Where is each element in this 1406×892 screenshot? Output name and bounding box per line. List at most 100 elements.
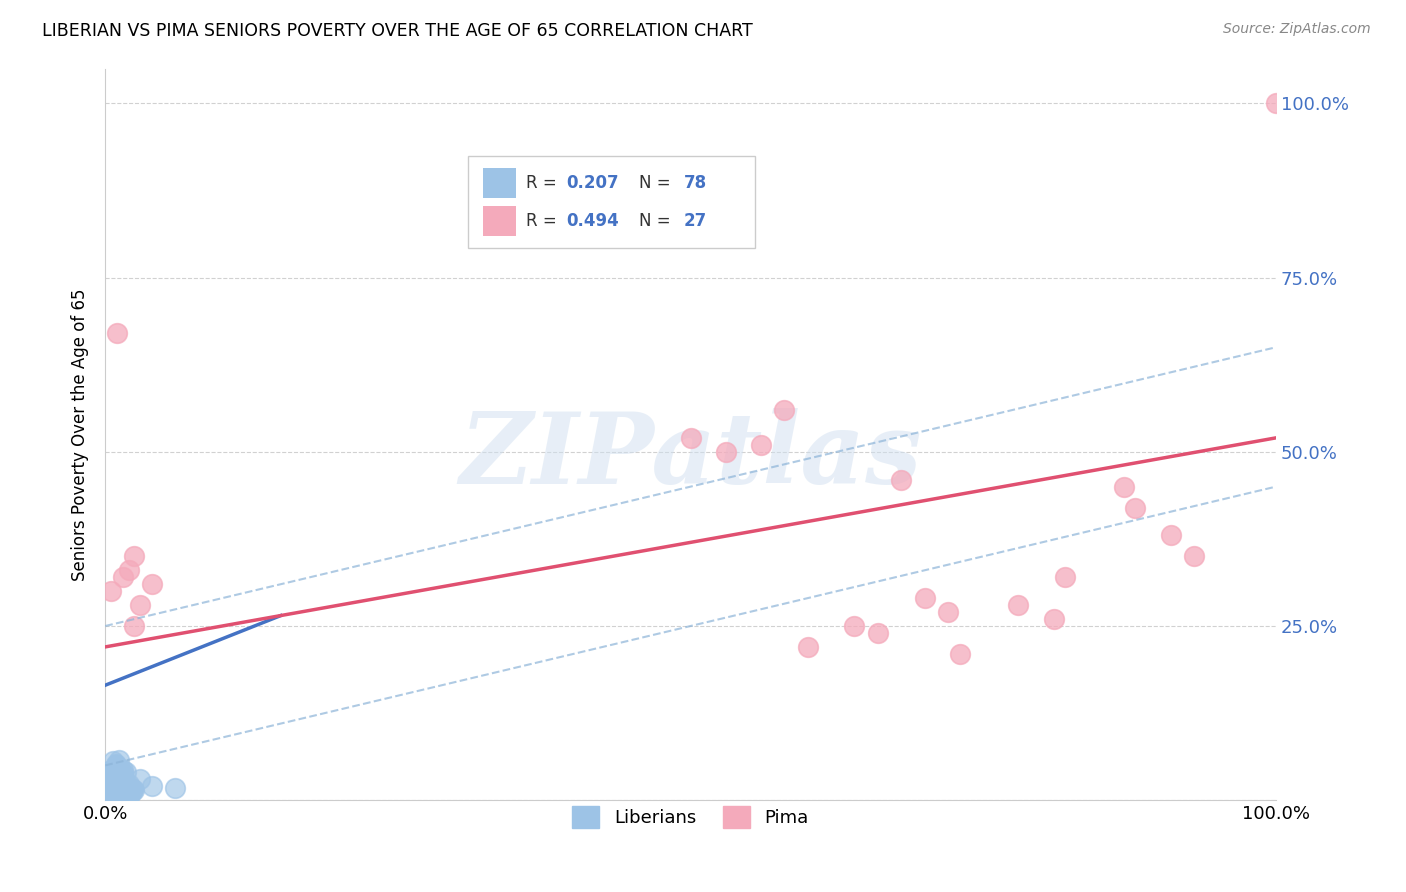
Point: [796, 640, 818, 654]
Point: [96, 780, 118, 795]
Point: [103, 785, 125, 799]
Point: [96, 773, 118, 788]
Point: [97, 782, 120, 797]
Point: [165, 780, 187, 795]
Point: [1182, 549, 1205, 564]
Point: [936, 605, 959, 619]
Point: [104, 758, 127, 772]
Point: [105, 787, 128, 801]
Point: [110, 788, 132, 802]
Point: [101, 774, 124, 789]
Point: [103, 776, 125, 790]
Point: [866, 626, 889, 640]
Point: [96, 779, 118, 793]
Point: [96, 789, 118, 804]
Point: [1054, 570, 1077, 584]
Point: [914, 591, 936, 606]
Point: [114, 789, 136, 803]
Text: N =: N =: [640, 174, 676, 192]
Point: [117, 563, 139, 577]
Point: [103, 789, 125, 803]
Point: [890, 473, 912, 487]
Point: [124, 783, 146, 797]
Point: [100, 786, 122, 800]
Point: [112, 778, 135, 792]
Point: [105, 763, 128, 777]
Point: [110, 768, 132, 782]
Point: [111, 764, 134, 778]
Point: [118, 782, 141, 797]
Point: [117, 779, 139, 793]
Point: [104, 756, 127, 771]
Text: Source: ZipAtlas.com: Source: ZipAtlas.com: [1223, 22, 1371, 37]
Point: [1160, 528, 1182, 542]
Point: [107, 760, 129, 774]
Point: [97, 778, 120, 792]
Text: LIBERIAN VS PIMA SENIORS POVERTY OVER THE AGE OF 65 CORRELATION CHART: LIBERIAN VS PIMA SENIORS POVERTY OVER TH…: [42, 22, 754, 40]
Point: [124, 619, 146, 633]
Point: [111, 772, 134, 786]
Point: [110, 764, 132, 778]
Point: [100, 780, 122, 794]
Point: [98, 768, 121, 782]
Point: [98, 776, 121, 790]
Point: [101, 767, 124, 781]
Point: [103, 769, 125, 783]
Point: [111, 789, 134, 804]
Point: [96, 786, 118, 800]
Point: [111, 766, 134, 780]
Point: [105, 326, 128, 341]
Text: ZIPatlas: ZIPatlas: [460, 408, 922, 505]
Point: [98, 789, 121, 803]
Point: [98, 787, 121, 801]
Point: [122, 782, 145, 797]
Point: [100, 792, 122, 806]
Point: [108, 773, 131, 788]
Point: [124, 549, 146, 564]
Point: [98, 782, 121, 797]
Point: [1042, 612, 1064, 626]
Point: [110, 762, 132, 776]
Point: [107, 765, 129, 780]
Legend: Liberians, Pima: Liberians, Pima: [565, 798, 815, 835]
FancyBboxPatch shape: [484, 206, 516, 235]
Point: [97, 764, 120, 778]
Point: [844, 619, 866, 633]
Point: [100, 584, 122, 599]
Text: N =: N =: [640, 211, 676, 229]
Text: R =: R =: [526, 211, 561, 229]
Point: [107, 772, 129, 787]
FancyBboxPatch shape: [468, 156, 755, 248]
Point: [714, 444, 737, 458]
Point: [117, 790, 139, 805]
Point: [110, 770, 132, 784]
Point: [103, 754, 125, 768]
Point: [96, 788, 118, 802]
Point: [111, 570, 134, 584]
Point: [110, 774, 132, 789]
Point: [100, 770, 122, 784]
Point: [108, 753, 131, 767]
Point: [103, 764, 125, 778]
FancyBboxPatch shape: [484, 169, 516, 198]
Point: [97, 771, 120, 785]
Point: [773, 403, 796, 417]
Point: [100, 791, 122, 805]
Text: R =: R =: [526, 174, 561, 192]
Point: [104, 772, 127, 787]
Point: [108, 766, 131, 780]
Point: [96, 772, 118, 787]
Point: [103, 792, 125, 806]
Point: [1265, 96, 1288, 111]
Point: [121, 785, 143, 799]
Point: [104, 766, 127, 780]
Point: [105, 775, 128, 789]
Point: [104, 783, 127, 797]
Point: [96, 765, 118, 780]
Point: [107, 786, 129, 800]
Text: 78: 78: [683, 174, 707, 192]
Point: [1112, 480, 1135, 494]
Point: [749, 438, 772, 452]
Point: [141, 577, 163, 591]
Point: [103, 772, 125, 786]
